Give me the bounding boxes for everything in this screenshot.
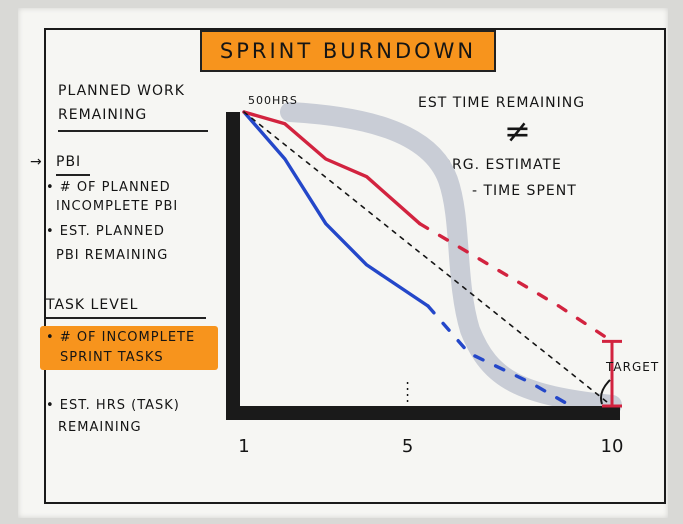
drawing-frame — [44, 28, 666, 504]
series-line-4 — [243, 111, 613, 407]
task-item-1-line-2: SPRINT TASKS — [60, 350, 164, 365]
pbi-underline — [56, 174, 90, 176]
pbi-item-2-line-1: • EST. PLANNED — [46, 224, 165, 239]
org-estimate-note: ORG. ESTIMATE — [440, 157, 562, 173]
task-highlight — [40, 326, 218, 370]
planned-work-heading-2: REMAINING — [58, 107, 148, 123]
x-tick-label: 10 — [601, 436, 624, 457]
target-arrow — [600, 379, 611, 405]
whiteboard — [18, 8, 668, 518]
target-layer — [602, 339, 622, 408]
y-top-label: 500HRS — [248, 94, 298, 107]
page-title: SPRINT BURNDOWN — [219, 39, 477, 63]
task-item-1-line-1: • # OF INCOMPLETE — [46, 330, 196, 345]
shadow-curve — [280, 102, 622, 415]
heading-underline — [58, 130, 208, 132]
series-line-1 — [426, 304, 573, 408]
axes — [226, 112, 620, 420]
ticks-layer: 1 5 10 — [238, 436, 623, 457]
series-line-2 — [242, 110, 422, 226]
pbi-label: PBI — [56, 154, 82, 170]
title-box: SPRINT BURNDOWN — [200, 30, 496, 72]
x-tick-label: 5 — [402, 436, 413, 457]
series-line-3 — [418, 221, 614, 343]
y-axis — [226, 112, 240, 420]
pbi-item-1-line-2: INCOMPLETE PBI — [56, 199, 179, 214]
task-item-2-line-2: REMAINING — [58, 420, 142, 435]
est-time-remaining-note: EST TIME REMAINING — [418, 95, 586, 111]
target-label: TARGET — [606, 360, 660, 374]
arrow-icon: → — [30, 154, 43, 170]
series-line-0 — [242, 110, 430, 308]
pbi-item-1-line-1: • # OF PLANNED — [46, 180, 171, 195]
task-item-2-line-1: • EST. HRS (TASK) — [46, 398, 180, 413]
series-layer — [242, 110, 614, 408]
task-level-label: TASK LEVEL — [46, 297, 139, 313]
x-axis — [226, 406, 620, 420]
pbi-item-2-line-2: PBI REMAINING — [56, 248, 169, 263]
time-spent-note: - TIME SPENT — [472, 183, 577, 199]
not-equal-icon: ≠ — [504, 112, 532, 150]
planned-work-heading-1: PLANNED WORK — [58, 83, 185, 99]
x-tick-label: 1 — [238, 436, 249, 457]
task-level-underline — [46, 317, 206, 319]
